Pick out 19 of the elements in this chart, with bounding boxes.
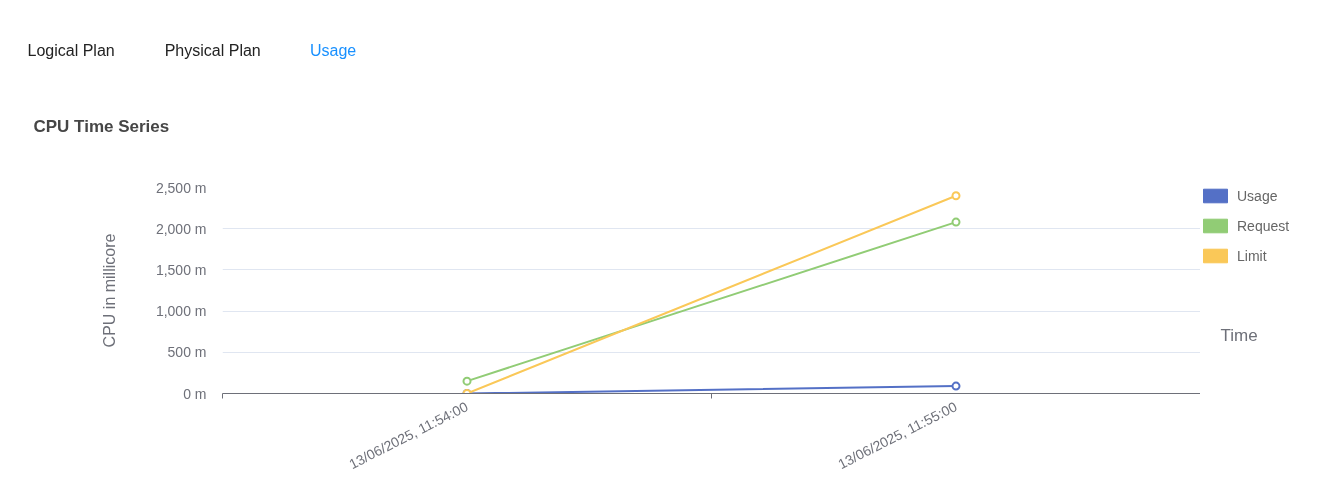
point bbox=[951, 191, 961, 201]
y-tick-label: 1,000 m bbox=[155, 303, 207, 320]
legend-label: Usage bbox=[1237, 187, 1278, 204]
chart-title: CPU Time Series bbox=[33, 117, 170, 136]
legend-label: Limit bbox=[1237, 247, 1267, 264]
text: Logical Plan bbox=[27, 42, 115, 59]
point bbox=[951, 217, 961, 227]
y-tick-label: 500 m bbox=[167, 344, 207, 361]
point bbox=[462, 376, 472, 386]
legend-label: Request bbox=[1237, 217, 1290, 234]
y-axis-title: CPU in millicore bbox=[100, 233, 118, 348]
text: Usage bbox=[310, 42, 357, 59]
x-axis-title: Time bbox=[1220, 326, 1258, 346]
text: Physical Plan bbox=[164, 42, 261, 59]
y-tick-label: 2,000 m bbox=[155, 220, 207, 237]
y-tick-label: 1,500 m bbox=[155, 261, 207, 278]
y-tick-label: 0 m bbox=[183, 385, 207, 402]
y-tick-label: 2,500 m bbox=[155, 179, 207, 196]
point bbox=[951, 381, 961, 391]
